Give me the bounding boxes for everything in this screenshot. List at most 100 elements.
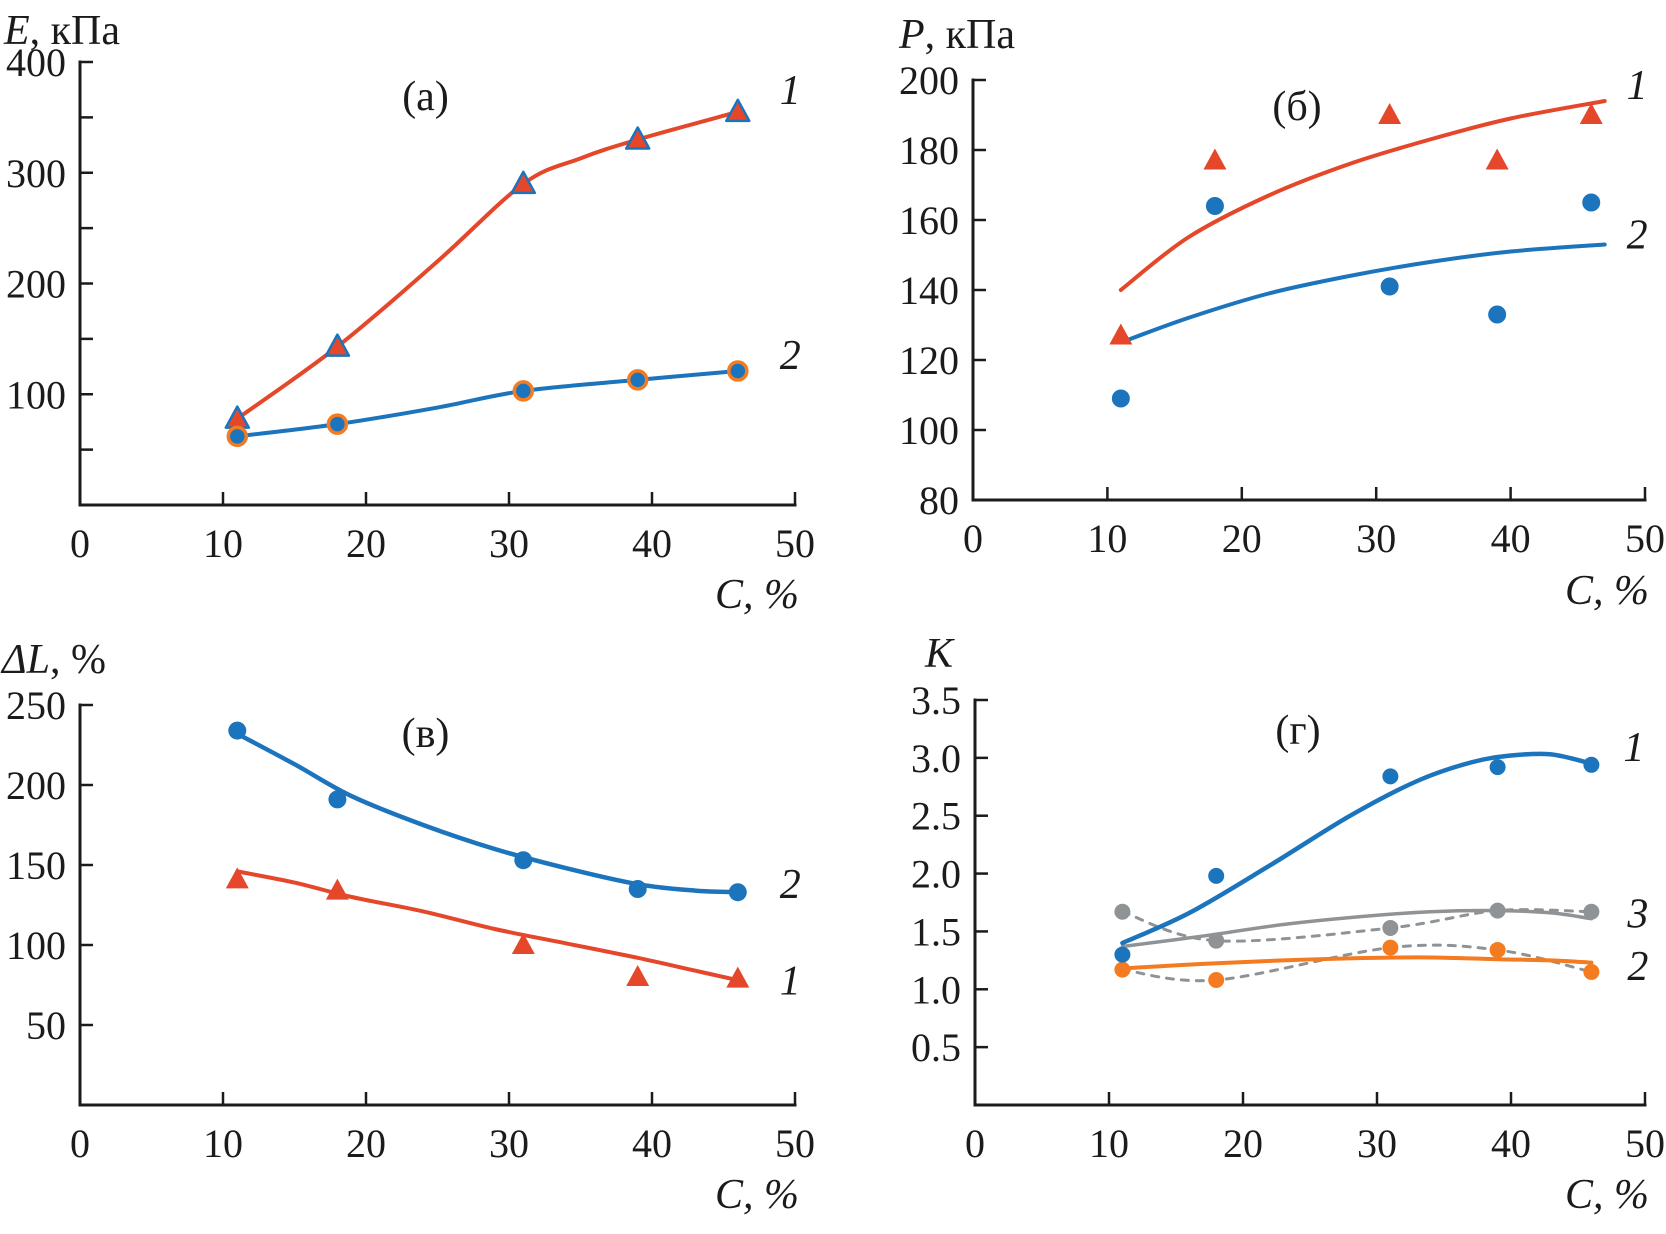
axes — [971, 78, 1647, 502]
y-axis-title: ΔL, % — [0, 637, 106, 683]
marker-series-1-fit — [1109, 323, 1133, 345]
x-tick-label: 0 — [70, 521, 90, 566]
x-tick-label: 30 — [1356, 516, 1396, 561]
x-axis-title: C, % — [1565, 568, 1649, 614]
marker-series-2 — [326, 413, 349, 435]
marker-series-1-fit — [1485, 148, 1509, 170]
marker-series-1-fit — [511, 933, 535, 954]
marker-series-1 — [224, 405, 251, 429]
series-label-1: 1 — [1627, 63, 1648, 109]
axes — [973, 698, 1647, 1107]
panel-tag: (a) — [402, 74, 449, 120]
y-tick-label: 200 — [6, 262, 66, 307]
x-tick-label: 30 — [489, 1121, 529, 1166]
panel-v: 0 10 20 30 40 50 50 100 150 200 250 ΔL, % C, % (в) 2 1 — [0, 617, 833, 1234]
curve-series-1-fit — [235, 869, 740, 983]
marker-series-1 — [725, 98, 751, 123]
marker-series-3-fit — [1114, 903, 1131, 920]
marker-series-2-fit — [728, 883, 747, 902]
y-tick-label: 180 — [899, 128, 959, 173]
panel-tag: (г) — [1275, 708, 1320, 754]
y-tick-label: 3.0 — [911, 736, 961, 781]
y-tick-label: 100 — [899, 408, 959, 453]
marker-series-2-fit — [1205, 197, 1224, 215]
y-tick-label: 50 — [26, 1003, 66, 1048]
marker-series-1-fit — [325, 878, 349, 900]
x-tick-label: 10 — [203, 521, 243, 566]
x-axis-title: C, % — [1565, 1172, 1649, 1218]
marker-series-1-fit — [626, 965, 650, 986]
y-tick-label: 200 — [899, 58, 959, 103]
y-tick-label: 1.5 — [911, 909, 961, 954]
y-tick-label: 3.5 — [911, 678, 961, 723]
panel-tag: (б) — [1272, 84, 1321, 130]
y-tick-label: 2.5 — [911, 794, 961, 839]
axes — [78, 703, 797, 1107]
x-tick-label: 50 — [1625, 1121, 1665, 1166]
marker-series-3-fit — [1208, 932, 1225, 949]
y-tick-label: 80 — [919, 478, 959, 523]
marker-series-1 — [624, 126, 651, 150]
curve-series-3-dashed — [1120, 908, 1593, 943]
curve-series-1-fit — [1120, 751, 1594, 946]
panel-g: 0 10 20 30 40 50 0.5 1.0 1.5 2.0 2.5 3.0 3.5 K C, % (г)… — [833, 617, 1666, 1234]
marker-series-2-fit — [328, 790, 347, 809]
x-tick-label: 20 — [1222, 516, 1262, 561]
series-label-2: 2 — [1627, 213, 1648, 259]
panel-g-chart: 0 10 20 30 40 50 0.5 1.0 1.5 2.0 2.5 3.0 3.5K C, % (г)… — [911, 631, 1665, 1218]
marker-series-2-fit — [1380, 277, 1399, 296]
marker-series-2-fit — [514, 851, 533, 870]
x-tick-label: 50 — [1625, 516, 1665, 561]
x-tick-label: 10 — [203, 1121, 243, 1166]
marker-series-2-fit — [1208, 972, 1225, 989]
x-tick-label: 50 — [775, 521, 815, 566]
x-tick-label: 10 — [1087, 516, 1127, 561]
x-tick-label: 20 — [1223, 1121, 1263, 1166]
curve-series-3-fit — [1120, 908, 1594, 949]
x-tick-label: 20 — [346, 521, 386, 566]
curve-series-2-fit — [235, 731, 741, 895]
y-tick-label: 250 — [6, 683, 66, 728]
y-tick-label: 400 — [6, 40, 66, 85]
marker-series-1-fit — [1208, 867, 1225, 884]
x-tick-label: 10 — [1089, 1121, 1129, 1166]
marker-series-1-fit — [1579, 103, 1603, 124]
marker-series-1-fit — [1382, 768, 1399, 785]
y-tick-label: 100 — [6, 923, 66, 968]
marker-series-2-fit — [628, 880, 647, 898]
marker-series-3-fit — [1583, 903, 1600, 920]
curve-series-1 — [235, 109, 740, 421]
y-tick-label: 160 — [899, 198, 959, 243]
marker-series-1-fit — [1378, 103, 1402, 124]
marker-series-2 — [727, 360, 749, 382]
x-tick-label: 20 — [346, 1121, 386, 1166]
series-label-2: 2 — [780, 862, 801, 908]
marker-series-1-fit — [225, 867, 249, 889]
x-tick-label: 40 — [1491, 1121, 1531, 1166]
marker-series-2-fit — [1114, 961, 1131, 978]
y-tick-label: 300 — [6, 151, 66, 196]
marker-series-1-fit — [1583, 756, 1600, 773]
y-tick-label: 2.0 — [911, 852, 961, 897]
marker-series-1-fit — [1203, 148, 1227, 170]
marker-series-2-fit — [1583, 963, 1600, 980]
series-label-3: 3 — [1626, 892, 1648, 938]
marker-series-2 — [226, 425, 249, 448]
x-tick-label: 30 — [489, 521, 529, 566]
y-tick-label: 120 — [899, 338, 959, 383]
y-tick-label: 1.0 — [911, 967, 961, 1012]
series-label-1: 1 — [780, 959, 801, 1005]
y-axis-title: P, кПа — [898, 12, 1015, 58]
marker-series-1-fit — [1114, 946, 1131, 963]
curve-series-2 — [235, 368, 740, 439]
marker-series-1 — [324, 333, 351, 357]
x-tick-label: 40 — [1491, 516, 1531, 561]
x-axis-title: C, % — [715, 572, 799, 617]
x-tick-label: 0 — [965, 1121, 985, 1166]
marker-series-2-fit — [228, 721, 247, 740]
marker-series-1-fit — [1489, 759, 1506, 776]
y-tick-label: 140 — [899, 268, 959, 313]
